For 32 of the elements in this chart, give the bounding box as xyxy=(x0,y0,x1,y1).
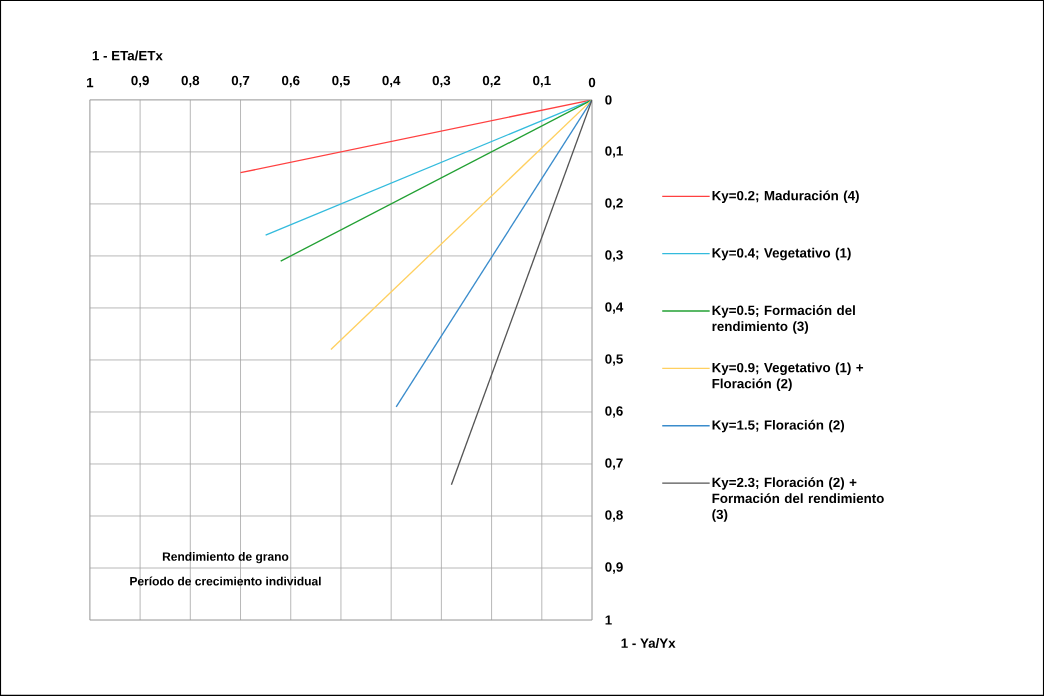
x-tick-label: 0,4 xyxy=(382,75,401,88)
y-tick-label: 1 xyxy=(605,615,612,625)
legend-label: Ky=1.5; Floración (2) xyxy=(712,419,845,433)
y-axis-title: 1 - Ya/Yx xyxy=(621,638,676,649)
annotation: Período de crecimiento individual xyxy=(130,576,321,586)
y-tick-label: 0,8 xyxy=(605,510,623,522)
x-tick-label: 0 xyxy=(588,77,596,88)
y-tick-label: 0,1 xyxy=(605,146,623,158)
y-tick-label: 0,7 xyxy=(605,458,623,470)
legend-label: Ky=0.2; Maduración (4) xyxy=(712,190,859,204)
x-tick-label: 0,5 xyxy=(332,75,350,88)
legend-label: Ky=0.9; Vegetativo (1) + Floración (2) xyxy=(712,362,864,392)
y-tick-label: 0,9 xyxy=(605,562,623,574)
x-tick-label: 0,2 xyxy=(482,75,501,88)
x-tick-label: 0,1 xyxy=(533,75,551,88)
x-tick-label: 0,8 xyxy=(181,75,200,88)
legend-label: Ky=2.3; Floración (2) + Formación del rendimiento (3) xyxy=(712,477,884,522)
x-tick-label: 0,7 xyxy=(231,75,250,88)
legend-label: Ky=0.5; Formación del rendimiento (3) xyxy=(712,305,855,334)
y-tick-label: 0,6 xyxy=(605,406,623,418)
y-tick-label: 0,5 xyxy=(605,354,623,366)
y-tick-label: 0,3 xyxy=(605,250,623,262)
x-tick-label: 1 xyxy=(87,78,94,88)
y-tick-label: 0,4 xyxy=(605,302,624,314)
y-tick-label: 0,2 xyxy=(605,198,623,210)
x-axis-title: 1 - ETa/ETx xyxy=(92,50,163,61)
x-tick-label: 0,3 xyxy=(432,75,451,88)
y-tick-label: 0 xyxy=(605,95,612,105)
annotation: Rendimiento de grano xyxy=(162,552,289,564)
legend-label: Ky=0.4; Vegetativo (1) xyxy=(712,247,851,261)
x-tick-label: 0,6 xyxy=(281,75,300,88)
x-tick-label: 0,9 xyxy=(131,75,149,88)
